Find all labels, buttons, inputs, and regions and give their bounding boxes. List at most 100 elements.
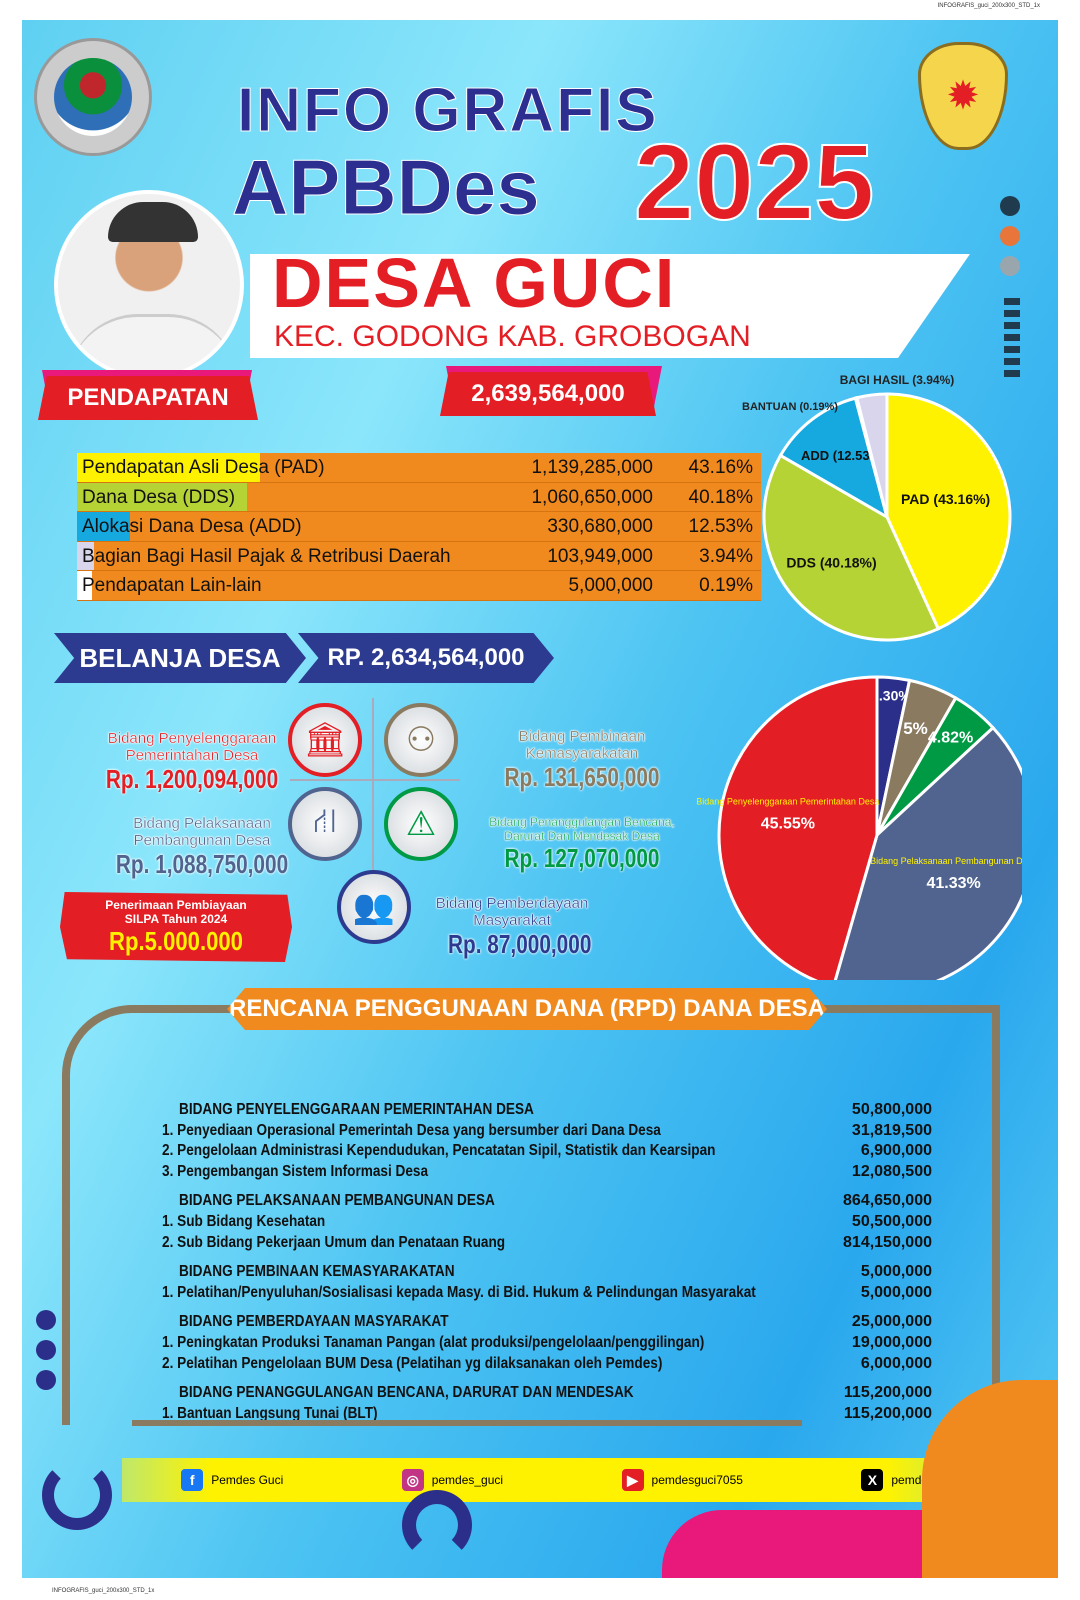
pie-slice-label: DDS (40.18%) xyxy=(786,554,876,570)
rpd-item-amount: 12,080,500 xyxy=(851,1162,932,1180)
revenue-row: Dana Desa (DDS) 1,060,650,000 40.18% xyxy=(77,482,761,512)
rpd-item-text: 1. Peningkatan Produksi Tanaman Pangan (… xyxy=(162,1333,705,1351)
spacer xyxy=(162,1374,932,1383)
decorative-stripes xyxy=(1004,298,1020,382)
belanja-total: RP. 2,634,564,000 xyxy=(298,633,554,683)
x-icon: X xyxy=(861,1469,884,1491)
social-link-instagram[interactable]: ◎ pemdes_guci xyxy=(401,1469,504,1491)
rpd-group-heading: BIDANG PEMBERDAYAAN MASYARAKAT 25,000,000 xyxy=(162,1312,932,1333)
title-apbdes: APBDes xyxy=(232,143,541,231)
belanja-item: Bidang Pemberdayaan Masyarakat Rp. 87,000… xyxy=(432,895,592,960)
rpd-item: 2. Pengelolaan Administrasi Kependudukan… xyxy=(162,1141,932,1162)
revenue-row: Bagian Bagi Hasil Pajak & Retribusi Daer… xyxy=(77,541,761,571)
rpd-item: 1. Peningkatan Produksi Tanaman Pangan (… xyxy=(162,1333,932,1354)
belanja-item-name: Bidang Pemberdayaan Masyarakat xyxy=(435,895,589,929)
revenue-name: Dana Desa (DDS) xyxy=(82,486,236,508)
rpd-item-amount: 50,500,000 xyxy=(851,1212,932,1230)
rpd-item: 1. Pelatihan/Penyuluhan/Sosialisasi kepa… xyxy=(162,1283,932,1304)
social-link-facebook[interactable]: f Pemdes Guci xyxy=(181,1469,283,1491)
belanja-item-amount: Rp. 1,088,750,000 xyxy=(115,849,289,879)
road-icon: ⛙ xyxy=(288,787,362,861)
revenue-amount: 330,680,000 xyxy=(547,516,653,537)
belanja-item: Bidang Penanggulangan Bencana, Darurat D… xyxy=(472,815,692,874)
belanja-item-amount: Rp. 1,200,094,000 xyxy=(105,764,279,794)
rpd-item-amount: 19,000,000 xyxy=(851,1333,932,1351)
title-info-grafis: INFO GRAFIS xyxy=(237,76,659,145)
revenue-amount: 103,949,000 xyxy=(547,545,653,567)
revenue-row: Pendapatan Lain-lain 5,000,000 0.19% xyxy=(77,571,761,601)
pie-slice-label: 3.30% xyxy=(871,688,911,704)
pie-slice-label: 5% xyxy=(903,719,928,738)
rpd-item-text: 1. Sub Bidang Kesehatan xyxy=(162,1212,326,1230)
revenue-amount: 5,000,000 xyxy=(568,575,653,596)
spacer xyxy=(162,1253,932,1262)
rpd-item-text: 3. Pengembangan Sistem Informasi Desa xyxy=(162,1162,429,1180)
divider xyxy=(132,1420,802,1426)
rpd-title: RENCANA PENGGUNAAN DANA (RPD) DANA DESA xyxy=(227,988,827,1030)
rpd-item-text: 2. Pelatihan Pengelolaan BUM Desa (Pelat… xyxy=(162,1354,663,1372)
rpd-item: 2. Sub Bidang Pekerjaan Umum dan Penataa… xyxy=(162,1233,932,1254)
pendapatan-label: PENDAPATAN xyxy=(38,376,258,420)
rpd-item: 1. Penyediaan Operasional Pemerintah Des… xyxy=(162,1121,932,1142)
rpd-heading-text: BIDANG PELAKSANAAN PEMBANGUNAN DESA xyxy=(179,1192,495,1210)
people-group-icon: 👥 xyxy=(337,870,411,944)
social-handle: pemdes_guci xyxy=(431,1473,504,1487)
revenue-percent: 43.16% xyxy=(688,457,753,478)
belanja-item-amount: Rp. 131,650,000 xyxy=(504,762,660,792)
belanja-item: Bidang Penyelenggaraan Pemerintahan Desa… xyxy=(82,730,302,795)
rpd-item-text: 1. Pelatihan/Penyuluhan/Sosialisasi kepa… xyxy=(162,1283,756,1301)
silpa-line1: Penerimaan Pembiayaan xyxy=(105,898,247,912)
revenue-share-bar xyxy=(77,453,261,482)
community-network-icon: ⚇ xyxy=(384,703,458,777)
rpd-item-amount: 5,000,000 xyxy=(860,1283,932,1301)
spacer xyxy=(162,1303,932,1312)
pie-slice-label: 4.82% xyxy=(928,730,973,747)
decorative-dot xyxy=(36,1340,56,1360)
rpd-list: BIDANG PENYELENGGARAAN PEMERINTAHAN DESA… xyxy=(162,1100,932,1424)
pie-slice xyxy=(778,396,890,521)
spacer xyxy=(162,1182,932,1191)
revenue-row: Pendapatan Asli Desa (PAD) 1,139,285,000 4… xyxy=(77,453,761,483)
kemendesa-logo xyxy=(34,38,152,156)
pendapatan-total: 2,639,564,000 xyxy=(440,372,656,416)
rpd-item-text: 1. Penyediaan Operasional Pemerintah Des… xyxy=(162,1121,661,1139)
decorative-dot xyxy=(36,1370,56,1390)
revenue-percent: 40.18% xyxy=(688,486,753,508)
rpd-item-amount: 115,200,000 xyxy=(843,1404,932,1422)
file-label-bottom: INFOGRAFIS_guci_200x300_STD_1x xyxy=(52,1588,155,1594)
rpd-item: 1. Bantuan Langsung Tunai (BLT) 115,200,0… xyxy=(162,1404,932,1425)
rpd-item: 2. Pelatihan Pengelolaan BUM Desa (Pelat… xyxy=(162,1354,932,1375)
government-building-icon: 🏛 xyxy=(288,703,362,777)
pie-slice-label: BAGI HASIL (3.94%) xyxy=(840,373,954,387)
district-name: KEC. GODONG KAB. GROBOGAN xyxy=(274,320,751,353)
revenue-percent: 3.94% xyxy=(699,545,753,567)
pie-slice-label: PAD (43.16%) xyxy=(901,491,990,507)
decorative-dot xyxy=(1000,196,1020,216)
pie-slice-label: BANTUAN (0.19%) xyxy=(742,401,838,413)
revenue-name: Pendapatan Lain-lain xyxy=(82,575,262,596)
rpd-group-heading: BIDANG PENYELENGGARAAN PEMERINTAHAN DESA… xyxy=(162,1100,932,1121)
rpd-heading-text: BIDANG PENANGGULANGAN BENCANA, DARURAT D… xyxy=(179,1384,634,1402)
rpd-heading-total: 864,650,000 xyxy=(843,1192,932,1210)
belanja-item-name: Bidang Penyelenggaraan Pemerintahan Desa xyxy=(107,730,277,764)
belanja-item-name: Bidang Pembinaan Kemasyarakatan xyxy=(518,728,646,762)
flood-warning-icon: ⚠ xyxy=(384,787,458,861)
rpd-heading-total: 25,000,000 xyxy=(851,1313,932,1331)
silpa-box: Penerimaan Pembiayaan SILPA Tahun 2024 R… xyxy=(60,892,292,962)
revenue-name: Pendapatan Asli Desa (PAD) xyxy=(82,457,325,478)
belanja-item: Bidang Pelaksanaan Pembangunan Desa Rp. 1… xyxy=(92,815,312,880)
revenue-share-bar xyxy=(77,541,94,570)
pie-slice xyxy=(762,453,941,642)
rpd-heading-text: BIDANG PEMBINAAN KEMASYARAKATAN xyxy=(179,1263,455,1281)
social-link-youtube[interactable]: ▶ pemdesguci7055 xyxy=(621,1469,743,1491)
silpa-amount: Rp.5.000.000 xyxy=(109,926,243,956)
decor xyxy=(42,1460,112,1530)
belanja-item-name: Bidang Penanggulangan Bencana, Darurat D… xyxy=(489,815,675,843)
revenue-share-bar xyxy=(77,482,248,511)
rpd-item-amount: 31,819,500 xyxy=(851,1121,932,1139)
rpd-item-amount: 814,150,000 xyxy=(843,1233,932,1251)
revenue-amount: 1,139,285,000 xyxy=(531,457,653,478)
revenue-share-bar xyxy=(77,571,93,600)
rpd-item-text: 2. Pengelolaan Administrasi Kependudukan… xyxy=(162,1142,716,1160)
file-label-top: INFOGRAFIS_guci_200x300_STD_1x xyxy=(937,3,1040,9)
